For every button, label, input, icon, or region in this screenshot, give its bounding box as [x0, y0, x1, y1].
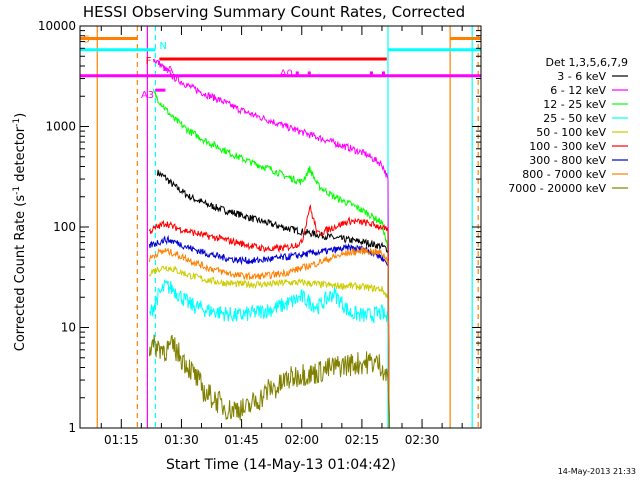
a0-marker-1	[307, 71, 311, 75]
series-line-4	[148, 265, 390, 428]
series-line-1	[152, 58, 390, 428]
bar-label-0: S	[83, 35, 89, 46]
x-tick-label: 01:30	[164, 433, 199, 447]
series-line-6	[148, 234, 390, 428]
plot-content: S NF A0 A A3	[80, 26, 481, 428]
bar-label-3: A0	[280, 68, 293, 79]
bar-label-4: A	[167, 65, 174, 76]
a0-marker-0	[295, 71, 299, 75]
legend-label: 100 - 300 keV	[529, 140, 606, 153]
series-line-0	[156, 169, 390, 428]
series-line-3	[148, 279, 390, 428]
legend-label: 7000 - 20000 keV	[508, 182, 606, 195]
series-line-8	[148, 334, 390, 428]
legend-label: 25 - 50 keV	[543, 112, 606, 125]
y-axis-label: Corrected Count Rate (s-1 detector-1)	[12, 113, 28, 351]
y-tick-label: 1000	[45, 120, 76, 134]
series-line-2	[152, 89, 390, 428]
x-tick-label: 02:00	[284, 433, 319, 447]
plot-area: S NF A0 A A3 1 10 100 1000 10000 01:15 01:30 01:45 02…	[38, 19, 482, 447]
x-axis-label: Start Time (14-May-13 01:04:42)	[166, 457, 396, 473]
bar-label-5: A3	[141, 90, 154, 101]
a0-marker-3	[381, 71, 385, 75]
bar-label-2: F	[146, 56, 152, 67]
plot-frame	[79, 25, 482, 429]
x-tick-label: 01:15	[104, 433, 139, 447]
legend-title: Det 1,3,5,6,7,9	[545, 56, 628, 69]
y-tick-label: 10000	[38, 19, 76, 33]
chart-title: HESSI Observing Summary Count Rates, Cor…	[83, 3, 465, 21]
legend-label: 800 - 7000 keV	[522, 168, 606, 181]
series-line-5	[148, 204, 390, 428]
legend-label: 6 - 12 keV	[550, 84, 606, 97]
y-tick-label: 1	[68, 421, 76, 435]
x-tick-label: 02:30	[405, 433, 440, 447]
legend-label: 50 - 100 keV	[536, 126, 606, 139]
x-tick-label: 01:45	[224, 433, 259, 447]
series-line-7	[148, 246, 390, 428]
legend-label: 300 - 800 keV	[529, 154, 606, 167]
x-tick-label: 02:15	[345, 433, 380, 447]
y-tick-label: 10	[61, 321, 76, 335]
legend-label: 12 - 25 keV	[543, 98, 606, 111]
bar-label-1: N	[159, 41, 166, 52]
legend-label: 3 - 6 keV	[557, 70, 606, 83]
a0-marker-2	[369, 71, 373, 75]
timestamp: 14-May-2013 21:33	[558, 467, 636, 476]
y-tick-label: 100	[53, 220, 76, 234]
